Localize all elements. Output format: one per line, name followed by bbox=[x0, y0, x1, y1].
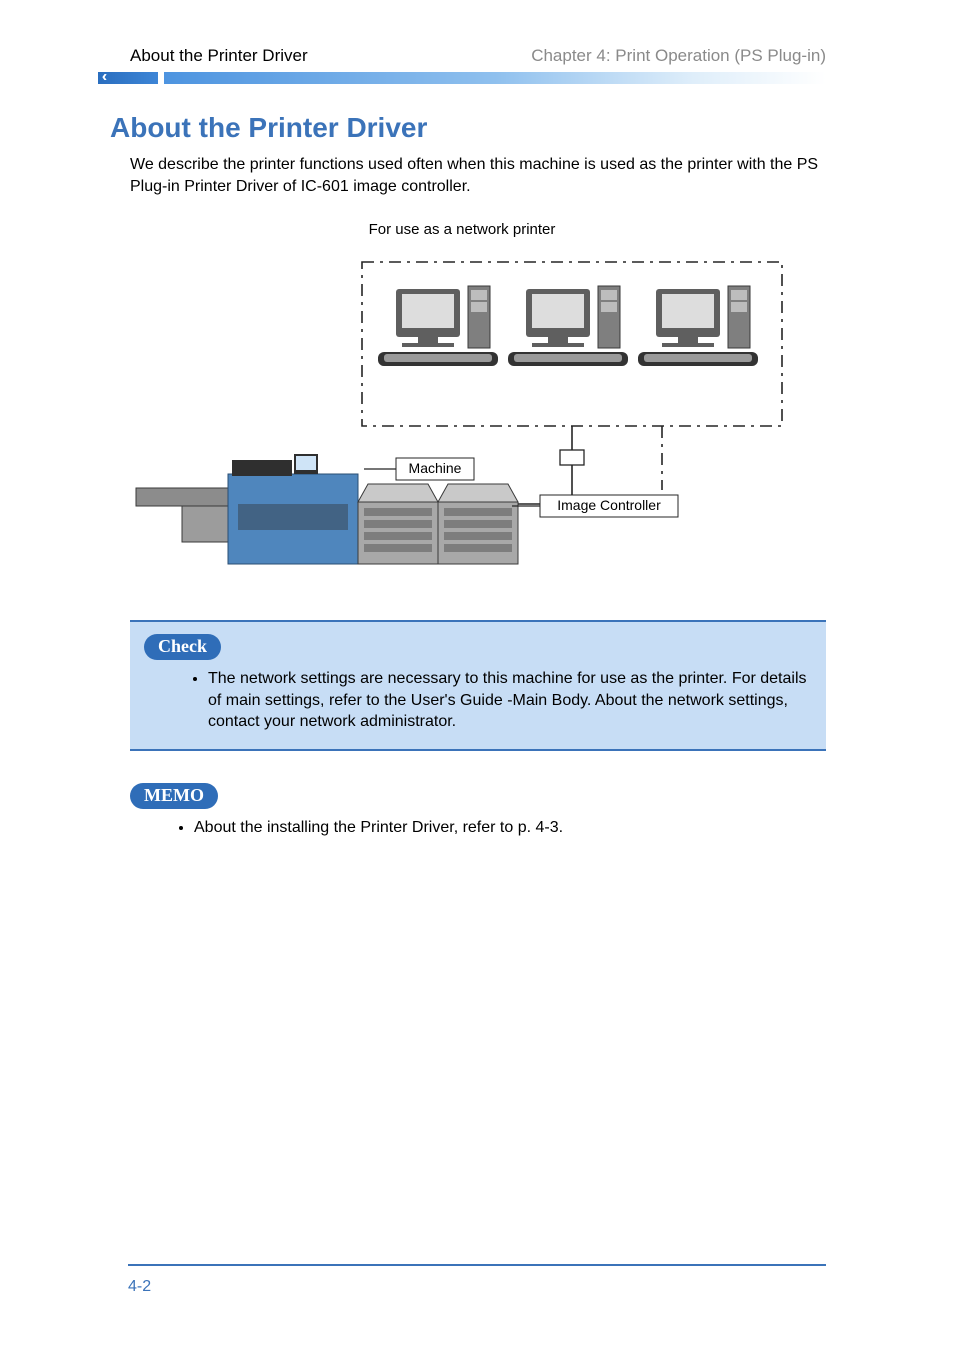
pc-icon bbox=[508, 286, 628, 366]
memo-callout: MEMO About the installing the Printer Dr… bbox=[130, 783, 826, 839]
pc-icon bbox=[378, 286, 498, 366]
header-right: Chapter 4: Print Operation (PS Plug-in) bbox=[531, 46, 826, 66]
diagram-caption: For use as a network printer bbox=[98, 221, 826, 238]
list-item: The network settings are necessary to th… bbox=[208, 668, 808, 733]
pc-icon bbox=[638, 286, 758, 366]
diagram-label-machine: Machine bbox=[409, 460, 462, 476]
chevron-left-icon bbox=[98, 72, 158, 84]
memo-badge: MEMO bbox=[130, 783, 218, 809]
list-item: About the installing the Printer Driver,… bbox=[194, 817, 826, 839]
intro-paragraph: We describe the printer functions used o… bbox=[98, 154, 826, 197]
memo-list: About the installing the Printer Driver,… bbox=[130, 817, 826, 839]
check-badge: Check bbox=[144, 634, 221, 660]
check-callout: Check The network settings are necessary… bbox=[130, 620, 826, 751]
page-header: About the Printer Driver Chapter 4: Prin… bbox=[98, 46, 826, 66]
diagram-label-controller: Image Controller bbox=[557, 497, 661, 513]
check-list: The network settings are necessary to th… bbox=[144, 668, 808, 733]
footer-rule bbox=[128, 1264, 826, 1266]
network-diagram: Machine Image Controller bbox=[132, 244, 792, 584]
header-left: About the Printer Driver bbox=[130, 46, 308, 66]
page-title: About the Printer Driver bbox=[110, 112, 826, 144]
page: About the Printer Driver Chapter 4: Prin… bbox=[0, 0, 954, 1350]
page-number: 4-2 bbox=[128, 1278, 151, 1296]
header-rule bbox=[98, 72, 826, 84]
header-gradient-bar bbox=[164, 72, 826, 84]
